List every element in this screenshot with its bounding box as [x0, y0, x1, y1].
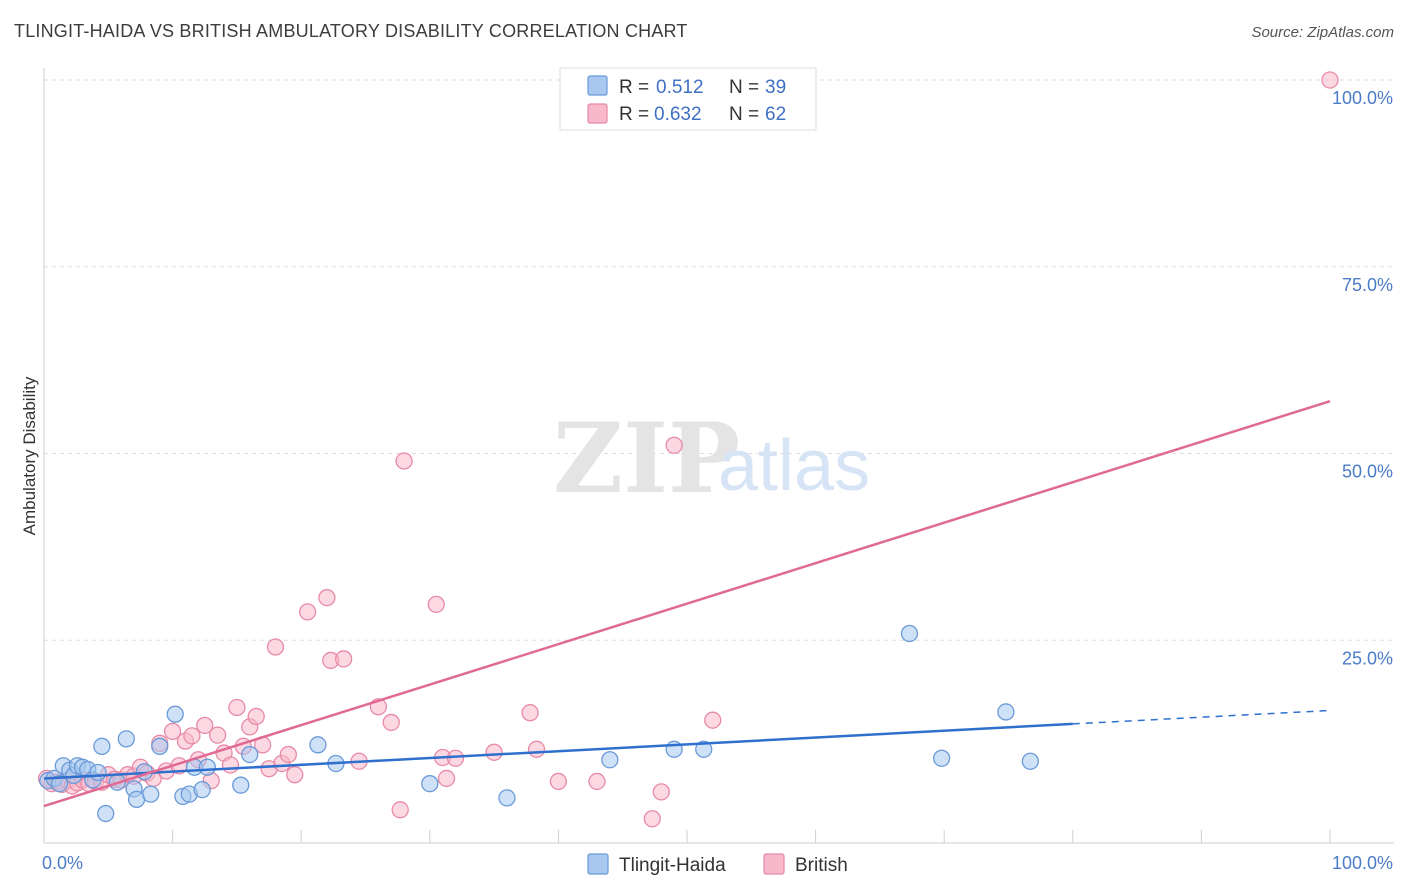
- point-tlingit-haida: [142, 785, 160, 803]
- point-british: [652, 783, 670, 801]
- point-tlingit-haida: [151, 737, 169, 755]
- point-tlingit-haida: [241, 745, 259, 764]
- point-british: [266, 638, 285, 656]
- source-credit: Source: ZipAtlas.com: [1251, 24, 1394, 41]
- watermark-zip: ZIP: [553, 402, 740, 515]
- x-tick-label: 100.0%: [1332, 853, 1393, 873]
- point-tlingit-haida: [97, 804, 115, 823]
- legend-n-label: N =: [729, 77, 759, 98]
- legend-r-value: 0.512: [656, 77, 704, 98]
- point-tlingit-haida: [421, 775, 439, 793]
- trend-lines: [43, 400, 1331, 808]
- watermark-atlas: atlas: [718, 426, 870, 506]
- point-british: [527, 740, 546, 758]
- point-tlingit-haida: [193, 781, 211, 799]
- point-british: [163, 722, 182, 741]
- point-tlingit-haida: [309, 736, 327, 754]
- legend-swatch-tlingit-haida: [587, 75, 608, 96]
- grid-lines: [44, 79, 1394, 641]
- point-tlingit-haida: [1021, 752, 1040, 770]
- point-british: [704, 711, 722, 729]
- point-british: [549, 772, 568, 791]
- point-tlingit-haida: [93, 737, 111, 755]
- legend-n-label: N =: [729, 104, 759, 125]
- point-british: [228, 698, 246, 717]
- x-tick-labels: 0.0% 100.0%: [42, 853, 1393, 873]
- point-tlingit-haida: [932, 749, 951, 767]
- axes: [43, 68, 1394, 844]
- point-british: [208, 726, 227, 744]
- point-tlingit-haida: [166, 705, 184, 723]
- bottom-legend-swatch-tlingit-haida: [587, 853, 609, 875]
- watermark: ZIP atlas: [553, 402, 870, 515]
- point-british: [395, 452, 413, 470]
- point-british: [334, 650, 353, 668]
- point-british: [318, 589, 336, 607]
- point-british: [665, 436, 683, 454]
- point-tlingit-haida: [89, 763, 107, 782]
- point-tlingit-haida: [695, 740, 713, 758]
- point-british: [247, 707, 265, 726]
- point-british: [588, 772, 606, 791]
- point-tlingit-haida: [900, 624, 919, 643]
- trend-line-tlingit-haida-extrapolated: [1072, 709, 1331, 725]
- point-british: [391, 801, 409, 819]
- y-tick-label: 25.0%: [1342, 648, 1393, 668]
- legend-swatch-british: [587, 103, 608, 124]
- point-british: [521, 704, 539, 722]
- y-tick-label: 50.0%: [1342, 462, 1393, 482]
- point-british: [437, 769, 456, 788]
- y-tick-label: 100.0%: [1332, 88, 1393, 108]
- legend-r-label: R =: [619, 77, 649, 98]
- point-british: [221, 756, 240, 774]
- point-british: [298, 603, 317, 621]
- point-british: [485, 743, 503, 761]
- legend-n-value: 62: [765, 104, 786, 125]
- point-tlingit-haida: [232, 776, 250, 794]
- chart-title: TLINGIT-HAIDA VS BRITISH AMBULATORY DISA…: [14, 21, 688, 41]
- point-british: [382, 713, 400, 732]
- series-legend: Tlingit-Haida British: [587, 853, 848, 876]
- legend-r-value: 0.632: [654, 104, 702, 125]
- point-british: [643, 810, 661, 828]
- y-tick-label: 75.0%: [1342, 275, 1393, 295]
- legend-r-label: R =: [619, 104, 649, 125]
- point-tlingit-haida: [198, 758, 216, 776]
- point-tlingit-haida: [997, 703, 1015, 721]
- point-tlingit-haida: [117, 730, 135, 748]
- series-tlingit-haida-points: [39, 624, 1040, 823]
- bottom-legend-label-tlingit-haida: Tlingit-Haida: [619, 855, 726, 876]
- point-british: [446, 749, 465, 767]
- point-tlingit-haida: [498, 789, 516, 807]
- trend-line-british: [43, 400, 1331, 808]
- point-british: [1321, 71, 1339, 89]
- x-tick-label: 0.0%: [42, 853, 83, 873]
- point-british: [427, 595, 445, 614]
- trend-line-tlingit-haida: [43, 722, 1073, 780]
- y-axis-label: Ambulatory Disability: [20, 376, 39, 535]
- stats-legend: R = 0.512 N = 39 R = 0.632 N = 62: [559, 67, 817, 131]
- point-tlingit-haida: [50, 775, 69, 793]
- legend-n-value: 39: [765, 77, 786, 98]
- point-british: [286, 766, 304, 784]
- point-british: [279, 745, 297, 764]
- point-tlingit-haida: [601, 751, 619, 769]
- point-british: [183, 727, 201, 745]
- point-british: [196, 716, 214, 735]
- bottom-legend-swatch-british: [763, 853, 785, 875]
- y-tick-labels: 25.0% 50.0% 75.0% 100.0%: [1332, 88, 1393, 668]
- bottom-legend-label-british: British: [795, 855, 848, 876]
